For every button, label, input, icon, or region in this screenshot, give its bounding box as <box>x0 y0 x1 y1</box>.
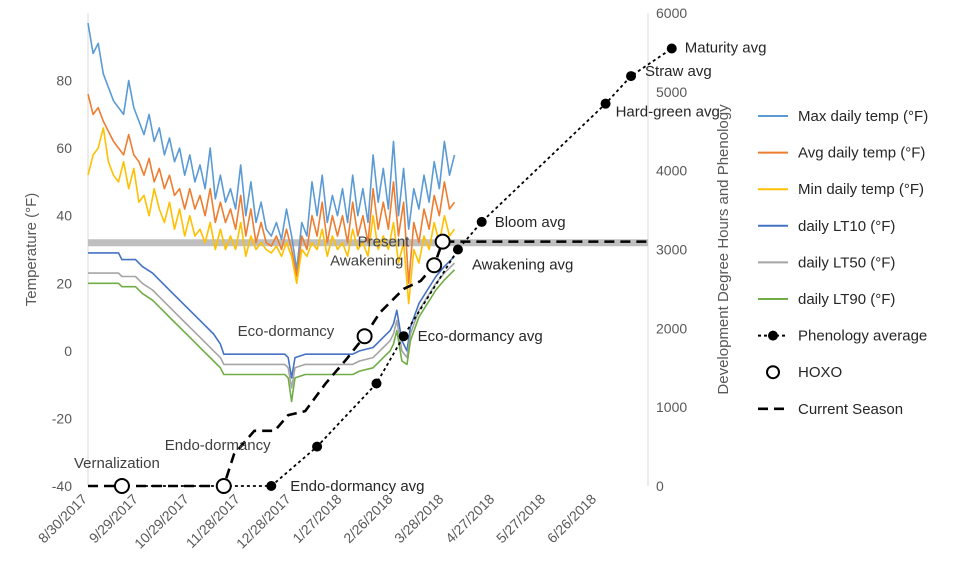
legend-label-current-season: Current Season <box>798 401 903 418</box>
current-season-line <box>88 241 444 488</box>
legend-label-daily-lt50-f: daily LT50 (°F) <box>798 254 895 271</box>
daily-lt50-f-line <box>88 262 456 389</box>
x-tick-label: 12/28/2017 <box>233 491 294 552</box>
annotations-layer: Vernalization Endo-dormancy Eco-dormancy Aw… <box>74 39 767 495</box>
right-tick-label: 0 <box>656 478 664 494</box>
avg-daily-temp-f-line <box>87 93 456 285</box>
phenology-avg-marker <box>476 216 487 227</box>
min-daily-temp-f-line <box>87 127 456 305</box>
annotation-hard-green-avg: Hard-green avg <box>616 104 720 121</box>
annotation-maturity-avg: Maturity avg <box>685 39 767 56</box>
phenology-avg-marker <box>666 43 677 54</box>
annotation-straw-avg: Straw avg <box>645 63 712 80</box>
phenology-avg-marker <box>600 98 611 109</box>
max-daily-temp-f-line <box>87 22 456 271</box>
hoxo-marker <box>113 478 130 494</box>
annotation-endo-dormancy: Endo-dormancy <box>165 437 271 454</box>
left-tick-label: 60 <box>56 140 72 156</box>
right-tick-label: 6000 <box>656 5 687 21</box>
annotation-endo-dormancy-avg: Endo-dormancy avg <box>290 478 424 495</box>
x-tick-label: 10/29/2017 <box>131 491 192 552</box>
legend-label-avg-daily-temp-f: Avg daily temp (°F) <box>798 145 925 162</box>
legend-label-hoxo: HOXO <box>798 364 842 381</box>
daily-lt90-f-line <box>88 269 456 403</box>
left-tick-label: -20 <box>52 410 72 426</box>
legend: Max daily temp (°F) Avg daily temp (°F) Mi… <box>758 108 928 418</box>
x-tick-label: 4/27/2018 <box>442 491 498 547</box>
phenology-avg-marker <box>266 481 277 491</box>
phenology-avg-marker <box>398 331 409 342</box>
right-tick-label: 2000 <box>656 320 687 336</box>
daily-lt10-f-line <box>88 252 456 379</box>
left-axis-title: Temperature (°F) <box>23 193 40 307</box>
hoxo-marker <box>434 233 451 250</box>
left-tick-label: 20 <box>56 275 72 291</box>
series-layer <box>87 22 673 488</box>
legend-label-daily-lt10-f: daily LT10 (°F) <box>798 218 895 235</box>
legend-marker-hoxo <box>766 365 780 380</box>
phenology-avg-marker <box>371 378 382 389</box>
x-tick-label: 6/26/2018 <box>544 491 600 547</box>
right-tick-label: 1000 <box>656 399 687 415</box>
x-tick-label: 8/30/2017 <box>35 491 91 547</box>
x-tick-label: 3/28/2018 <box>391 491 447 547</box>
left-tick-label: -40 <box>52 478 72 494</box>
legend-label-daily-lt90-f: daily LT90 (°F) <box>798 291 895 308</box>
annotation-awakening-avg: Awakening avg <box>472 256 573 273</box>
markers-layer <box>113 43 677 494</box>
left-tick-label: 80 <box>56 73 72 89</box>
phenology-avg-marker <box>626 71 637 82</box>
x-tick-label: 2/26/2018 <box>340 491 396 547</box>
left-tick-label: 40 <box>56 208 72 224</box>
hoxo-marker <box>426 257 443 274</box>
legend-label-phenology-average: Phenology average <box>798 328 927 345</box>
right-tick-label: 3000 <box>656 242 687 258</box>
phenology-avg-marker <box>312 441 323 452</box>
x-tick-label: 5/27/2018 <box>493 491 549 547</box>
annotation-awakening: Awakening <box>330 252 403 269</box>
x-tick-label: 1/27/2018 <box>289 491 345 547</box>
right-axis-title: Development Degree Hours and Phenology <box>715 104 732 395</box>
hoxo-marker <box>356 328 373 345</box>
hoxo-marker <box>215 478 232 494</box>
right-tick-label: 4000 <box>656 163 687 179</box>
annotation-present: Present <box>358 234 411 251</box>
annotation-eco-dormancy-avg: Eco-dormancy avg <box>418 328 543 345</box>
legend-marker-phenology-average <box>768 330 778 341</box>
phenology-avg-marker <box>452 244 463 255</box>
phenology-average-line <box>138 47 673 487</box>
annotation-vernalization: Vernalization <box>74 455 160 472</box>
left-tick-label: 0 <box>64 343 72 359</box>
legend-label-min-daily-temp-f: Min daily temp (°F) <box>798 181 924 198</box>
right-tick-label: 5000 <box>656 84 687 100</box>
annotation-eco-dormancy: Eco-dormancy <box>238 323 335 340</box>
annotation-bloom-avg: Bloom avg <box>495 214 566 231</box>
legend-label-max-daily-temp-f: Max daily temp (°F) <box>798 108 928 125</box>
